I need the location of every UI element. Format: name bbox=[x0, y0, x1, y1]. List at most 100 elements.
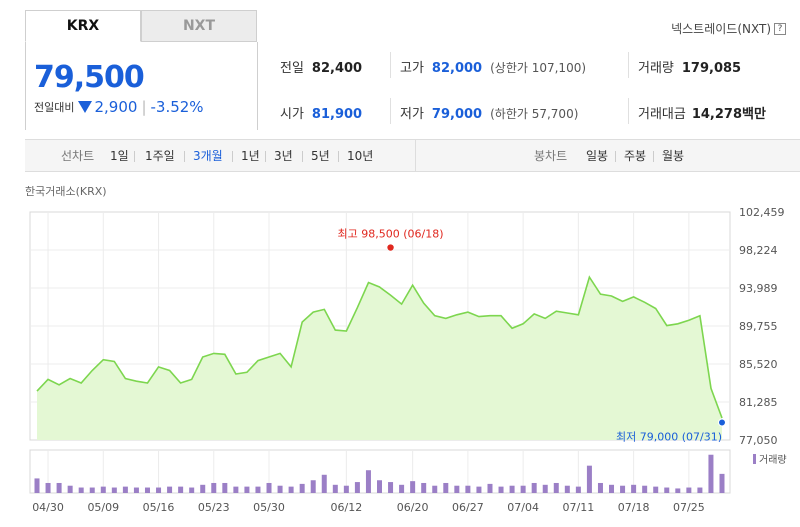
x-tick-label: 04/30 bbox=[32, 501, 64, 514]
y-tick-label: 89,755 bbox=[739, 320, 778, 333]
stat-prev-close: 전일 82,400 bbox=[280, 57, 362, 76]
nxt-link[interactable]: 넥스트레이드(NXT) ? bbox=[671, 20, 786, 37]
volume-bar bbox=[377, 480, 382, 493]
max-marker bbox=[387, 244, 394, 251]
volume-bar bbox=[332, 484, 338, 493]
volume-bar bbox=[167, 486, 173, 493]
volume-bar bbox=[410, 481, 416, 493]
x-tick-label: 06/12 bbox=[331, 501, 363, 514]
help-icon[interactable]: ? bbox=[774, 22, 786, 35]
max-annotation: 최고 98,500 (06/18) bbox=[338, 228, 444, 241]
stat-high: 고가 82,000 (상한가 107,100) bbox=[400, 57, 586, 76]
area-fill bbox=[37, 277, 722, 440]
volume-bar bbox=[299, 483, 305, 493]
stat-sub: (하한가 57,700) bbox=[490, 107, 579, 121]
period-10y[interactable]: 10년 bbox=[347, 149, 374, 163]
volume-bar bbox=[388, 482, 394, 493]
volume-bar bbox=[642, 485, 648, 493]
candle-weekly[interactable]: 주봉 bbox=[624, 149, 647, 163]
volume-bar bbox=[288, 486, 294, 493]
volume-bar bbox=[520, 485, 526, 493]
volume-bar bbox=[542, 484, 548, 493]
volume-bar bbox=[321, 474, 327, 493]
volume-legend: 거래량 bbox=[759, 454, 787, 466]
y-tick-label: 85,520 bbox=[739, 358, 778, 371]
volume-bar bbox=[465, 485, 471, 493]
volume-bar bbox=[178, 486, 184, 493]
volume-bar bbox=[233, 486, 239, 493]
volume-bar bbox=[89, 487, 95, 493]
y-tick-label: 98,224 bbox=[739, 244, 778, 257]
volume-bar bbox=[653, 486, 659, 493]
volume-bar bbox=[189, 487, 195, 493]
divider bbox=[184, 151, 185, 162]
series-line bbox=[36, 275, 723, 419]
y-tick-label: 102,459 bbox=[739, 206, 785, 219]
change-row: 전일대비 2,900 | -3.52% bbox=[34, 98, 204, 116]
stat-value: 179,085 bbox=[681, 61, 742, 76]
volume-bar bbox=[277, 485, 283, 493]
y-tick-label: 81,285 bbox=[739, 396, 778, 409]
period-3m[interactable]: 3개월 bbox=[193, 149, 223, 163]
candle-monthly[interactable]: 월봉 bbox=[662, 149, 685, 163]
stat-value: 79,000 bbox=[431, 107, 483, 122]
volume-bar bbox=[708, 454, 714, 493]
x-tick-label: 06/27 bbox=[452, 501, 484, 514]
volume-bar bbox=[498, 486, 504, 493]
x-tick-label: 07/18 bbox=[618, 501, 650, 514]
volume-bar bbox=[78, 487, 84, 493]
divider bbox=[265, 151, 266, 162]
divider bbox=[615, 151, 616, 162]
volume-bar bbox=[222, 482, 228, 493]
tab-krx[interactable]: KRX bbox=[25, 10, 141, 42]
volume-bar bbox=[531, 482, 537, 493]
volume-bar bbox=[244, 486, 250, 493]
volume-bar bbox=[597, 482, 603, 493]
volume-bar bbox=[476, 486, 482, 493]
x-tick-label: 05/09 bbox=[87, 501, 119, 514]
stat-value: 81,900 bbox=[311, 107, 363, 122]
volume-bar bbox=[586, 465, 592, 493]
divider: | bbox=[141, 98, 147, 116]
period-1d[interactable]: 1일 bbox=[110, 149, 129, 163]
divider bbox=[302, 151, 303, 162]
period-1y[interactable]: 1년 bbox=[241, 149, 260, 163]
stat-volume: 거래량 179,085 bbox=[638, 57, 741, 76]
candle-chart-label: 봉차트 bbox=[534, 149, 568, 163]
period-1w[interactable]: 1주일 bbox=[145, 149, 175, 163]
divider bbox=[338, 151, 339, 162]
price-box: 79,500 전일대비 2,900 | -3.52% bbox=[25, 42, 258, 130]
volume-bar bbox=[443, 482, 449, 493]
divider bbox=[653, 151, 654, 162]
volume-bar bbox=[432, 485, 438, 493]
volume-bar bbox=[675, 488, 681, 493]
volume-bar bbox=[67, 485, 73, 493]
min-marker bbox=[718, 418, 726, 427]
volume-bar bbox=[575, 486, 581, 493]
stat-label: 시가 bbox=[280, 107, 304, 122]
nxt-link-label: 넥스트레이드(NXT) bbox=[671, 22, 771, 36]
volume-bar bbox=[34, 478, 40, 493]
volume-bar bbox=[686, 487, 692, 493]
x-tick-label: 05/16 bbox=[143, 501, 175, 514]
volume-bar bbox=[664, 487, 670, 493]
volume-bar bbox=[631, 484, 637, 493]
period-3y[interactable]: 3년 bbox=[274, 149, 293, 163]
period-5y[interactable]: 5년 bbox=[311, 149, 330, 163]
volume-bar bbox=[111, 487, 117, 493]
divider bbox=[390, 98, 391, 124]
stat-unit: 백만 bbox=[742, 107, 766, 122]
stat-label: 전일 bbox=[280, 61, 304, 76]
volume-bar bbox=[56, 482, 62, 493]
volume-bar bbox=[133, 487, 139, 493]
x-tick-label: 07/11 bbox=[563, 501, 595, 514]
stat-label: 거래량 bbox=[638, 61, 674, 76]
source-label: 한국거래소(KRX) bbox=[25, 185, 107, 198]
candle-daily[interactable]: 일봉 bbox=[586, 149, 609, 163]
tab-nxt[interactable]: NXT bbox=[141, 10, 257, 42]
stat-value: 82,400 bbox=[311, 61, 363, 76]
volume-bar bbox=[310, 480, 316, 493]
volume-bar bbox=[255, 486, 261, 493]
stat-open: 시가 81,900 bbox=[280, 103, 362, 122]
